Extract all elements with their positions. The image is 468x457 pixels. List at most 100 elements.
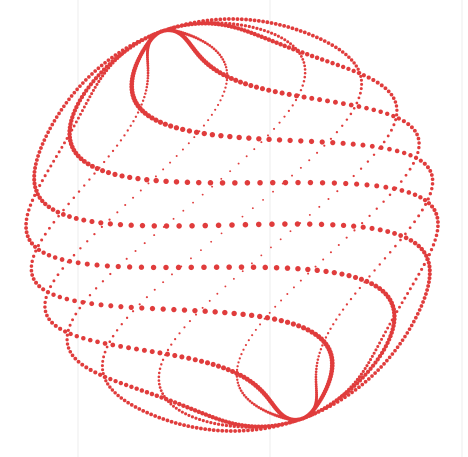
spiral-dot [80,299,86,305]
spiral-dot [350,141,356,147]
spiral-dot [319,348,323,351]
spiral-dot [195,313,198,316]
spiral-dot [282,24,286,28]
spiral-dot [34,249,38,253]
spiral-dot [80,362,85,367]
spiral-dot [266,30,270,34]
spiral-dot [43,300,47,305]
spiral-dot [69,118,74,123]
spiral-dot [124,203,127,207]
spiral-dot [72,298,77,304]
spiral-dot [31,277,36,281]
spiral-dot [112,171,118,177]
spiral-dot [44,134,49,138]
spiral-dot [414,277,418,281]
spiral-dot [102,71,107,75]
spiral-dot [157,350,163,356]
spiral-dot [309,53,315,59]
spiral-dot [146,79,149,83]
spiral-dot [266,136,272,143]
spiral-dot [248,18,253,22]
spiral-dot [106,382,110,386]
spiral-dot [273,33,277,37]
spiral-dot [372,351,376,355]
spiral-dot [207,119,210,122]
spiral-dot [228,424,232,428]
spiral-dot [379,350,385,355]
spiral-dot [163,396,169,402]
spiral-dot [39,146,43,150]
spiral-dot [268,311,271,314]
spiral-dot [88,293,92,297]
spiral-dot [149,33,154,38]
spiral-dot [409,323,414,328]
spiral-dot [86,85,91,90]
spiral-dot [245,29,251,34]
spiral-dot [348,102,354,108]
spiral-dot [271,316,278,322]
spiral-dot [157,415,162,420]
spiral-dot [330,60,335,66]
spiral-dot [420,208,424,212]
spiral-dot [192,35,196,39]
spiral-dot [37,195,42,200]
spiral-dot [208,21,213,25]
spiral-dot [192,357,198,363]
spiral-dot [231,224,233,226]
spiral-dot [24,226,28,230]
spiral-dot [97,79,101,83]
spiral-dot [391,320,397,325]
spiral-dot [394,148,400,154]
spiral-dot [305,327,311,333]
spiral-dot [200,249,202,252]
spiral-dot [220,365,227,371]
spiral-dot [354,64,358,68]
spiral-dot [213,416,219,421]
spiral-dot [315,367,318,371]
spiral-dot [32,177,37,182]
spiral-dot [35,188,39,193]
spiral-dot [172,404,175,408]
spiral-dot [203,41,207,45]
spiral-dot [68,323,72,327]
spiral-dot [286,91,292,98]
spiral-dot [70,353,75,358]
spiral-dot [126,264,133,270]
spiral-dot [133,405,138,409]
spiral-dot [266,87,272,93]
spiral-dot [329,327,332,330]
spiral-dot [332,323,335,326]
spiral-dot [101,359,105,363]
spiral-dot [182,209,185,212]
spiral-dot [358,276,364,282]
spiral-dot [430,182,435,186]
spiral-dot [74,312,78,316]
spiral-dot [361,73,366,78]
spiral-dot [125,316,129,319]
spiral-dot [273,264,280,271]
spiral-dot [134,42,138,46]
spiral-dot [232,22,236,26]
spiral-dot [238,264,245,270]
spiral-dot [126,345,131,351]
spiral-dot [149,115,155,121]
spiral-dot [367,361,371,365]
spiral-dot [52,255,58,260]
spiral-dot [390,128,393,132]
spiral-dot [132,120,135,123]
spiral-dot [330,222,336,228]
spiral-dot [138,303,141,306]
spiral-dot [399,188,405,193]
spiral-dot [137,407,142,411]
spiral-dot [262,198,264,201]
spiral-dot [299,54,303,58]
spiral-dot [78,156,84,162]
spiral-dot [60,145,64,149]
spiral-dot [212,309,218,315]
spiral-dot [46,130,50,135]
spiral-dot [256,424,261,429]
spiral-dot [222,60,226,64]
spiral-dot [391,323,396,329]
spiral-dot [351,68,356,74]
spiral-dot [74,120,78,124]
